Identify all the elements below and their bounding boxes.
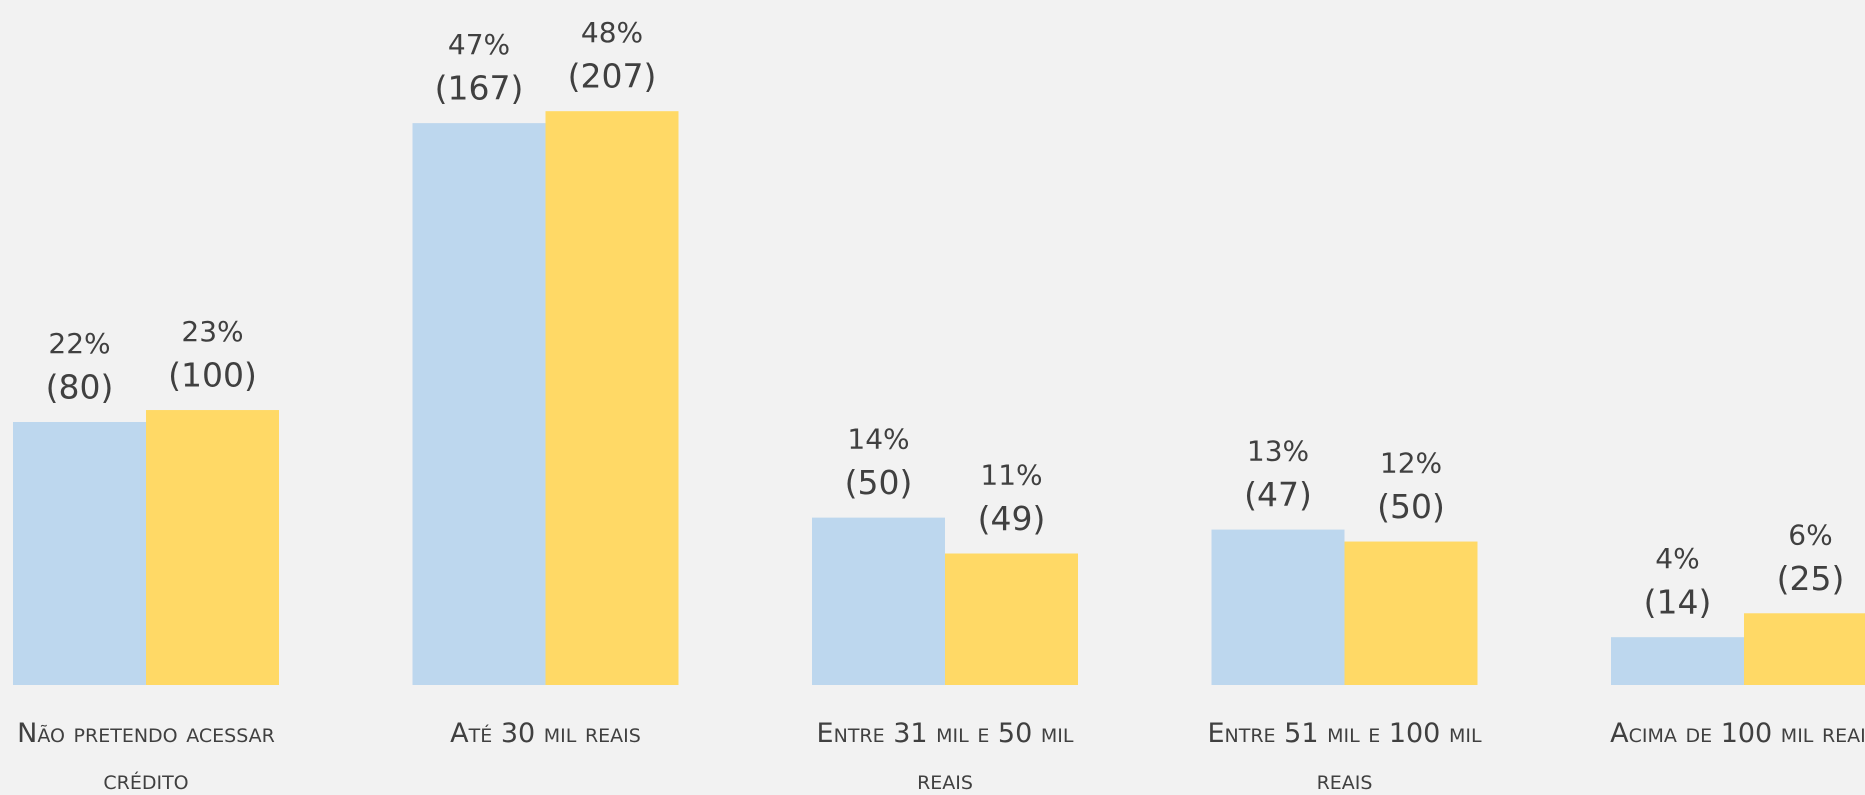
bar [1611,637,1744,685]
count-label: (100) [168,356,257,395]
value-label: 23% [181,315,243,348]
count-label: (14) [1644,583,1712,622]
count-label: (50) [845,463,913,502]
value-label: 22% [48,327,110,360]
bar [1344,541,1478,685]
value-label: 6% [1788,518,1832,551]
count-label: (207) [568,57,657,96]
value-label: 4% [1655,542,1699,575]
value-label: 47% [448,28,510,61]
bar [13,421,146,685]
value-label: 13% [1247,435,1309,468]
bar [812,517,945,685]
bar [412,123,546,686]
category-label: Entre 31 mil e 50 mil reais [816,718,1074,795]
count-label: (50) [1377,487,1445,526]
category-label: Não pretendo acessar crédito [17,718,275,795]
count-label: (167) [435,69,524,108]
value-label: 14% [847,423,909,456]
count-label: (80) [46,367,114,406]
count-label: (25) [1777,559,1845,598]
bar [945,553,1078,685]
count-label: (47) [1244,475,1312,514]
category-label: Até 30 mil reais [450,718,641,749]
value-label: 48% [581,16,643,49]
bar [545,111,679,686]
count-label: (49) [978,499,1046,538]
value-label: 12% [1380,447,1442,480]
category-label: Acima de 100 mil reais [1610,718,1865,749]
category-label: Entre 51 mil e 100 mil reais [1207,718,1482,795]
bar [1744,613,1865,685]
bar [146,410,279,685]
bar [1211,529,1345,685]
value-label: 11% [980,458,1042,491]
